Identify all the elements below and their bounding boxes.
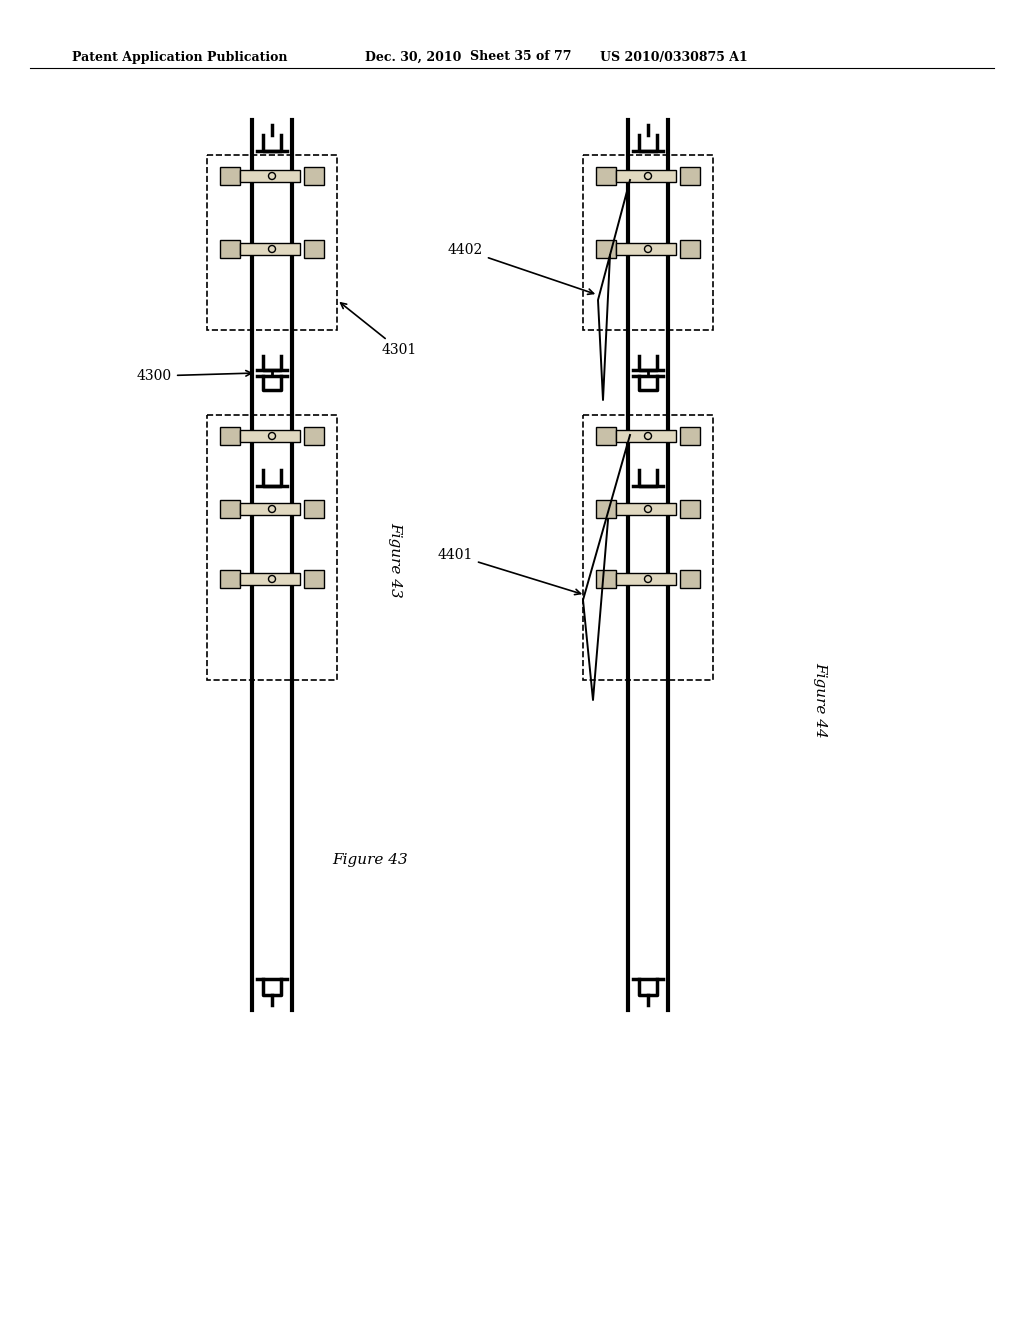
Bar [596, 570, 616, 587]
Text: Figure 44: Figure 44 [813, 663, 827, 738]
Bar [220, 500, 240, 517]
Bar [596, 240, 616, 257]
Bar [596, 168, 616, 185]
Bar [304, 168, 324, 185]
Bar [304, 500, 324, 517]
Bar [616, 503, 676, 515]
Bar [240, 573, 300, 585]
Bar [596, 426, 616, 445]
Bar [207, 154, 337, 330]
Bar [304, 570, 324, 587]
Bar [220, 240, 240, 257]
Bar [220, 570, 240, 587]
Bar [680, 168, 700, 185]
Bar [207, 414, 337, 680]
Text: US 2010/0330875 A1: US 2010/0330875 A1 [600, 50, 748, 63]
Bar [616, 573, 676, 585]
Bar [583, 154, 713, 330]
Bar [680, 240, 700, 257]
Bar [220, 168, 240, 185]
Bar [596, 500, 616, 517]
Bar [304, 240, 324, 257]
Bar [240, 430, 300, 442]
Bar [583, 414, 713, 680]
Text: 4401: 4401 [437, 548, 581, 594]
Text: Sheet 35 of 77: Sheet 35 of 77 [470, 50, 571, 63]
Bar [680, 570, 700, 587]
Text: Patent Application Publication: Patent Application Publication [72, 50, 288, 63]
Bar [680, 500, 700, 517]
Bar [616, 430, 676, 442]
Bar [616, 243, 676, 255]
Text: 4402: 4402 [447, 243, 594, 294]
Text: Figure 43: Figure 43 [332, 853, 408, 867]
Bar [240, 503, 300, 515]
Bar [240, 243, 300, 255]
Text: 4300: 4300 [137, 370, 251, 383]
Bar [240, 170, 300, 182]
Text: 4301: 4301 [341, 302, 417, 356]
Bar [616, 170, 676, 182]
Text: Dec. 30, 2010: Dec. 30, 2010 [365, 50, 462, 63]
Bar [220, 426, 240, 445]
Text: Figure 43: Figure 43 [388, 523, 402, 598]
Bar [680, 426, 700, 445]
Bar [304, 426, 324, 445]
